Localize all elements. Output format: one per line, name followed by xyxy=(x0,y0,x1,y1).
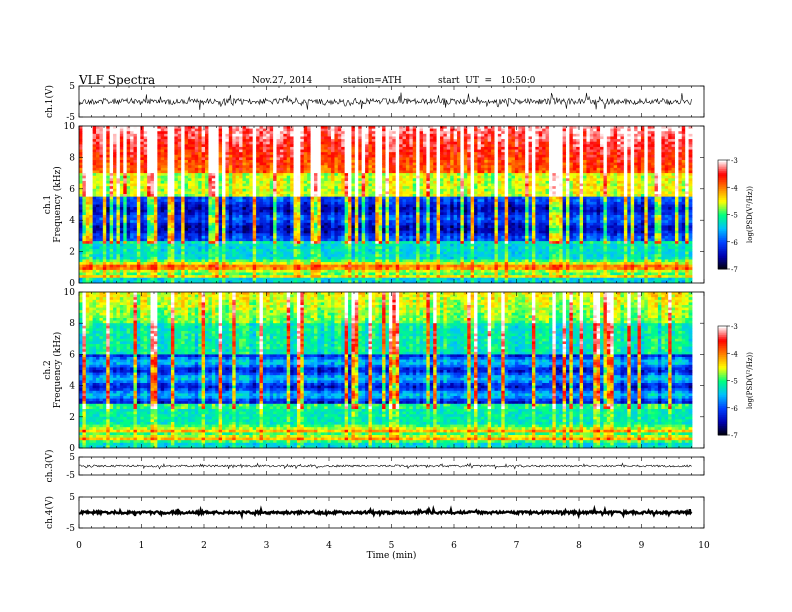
ytick-label-3-3: 6 xyxy=(69,350,75,360)
ytick-label-4-1: -5 xyxy=(66,471,75,481)
xtick-label-7: 7 xyxy=(514,541,520,551)
ytick-label-5-0: 5 xyxy=(69,493,75,503)
colorbar-ch1 xyxy=(718,160,730,270)
colorbar-tick-1-4: -7 xyxy=(731,266,738,274)
ylabel-frequency-2: Frequency (kHz) xyxy=(52,166,63,243)
ylabel-5: ch.4(V) xyxy=(44,496,55,529)
colorbar-label-ch1: log(PSD(V²/Hz)) xyxy=(746,186,754,243)
xtick-label-5: 5 xyxy=(389,541,395,551)
xtick-label-1: 1 xyxy=(139,541,145,551)
xtick-label-8: 8 xyxy=(576,541,582,551)
ytick-label-3-1: 2 xyxy=(69,413,75,423)
ch4-waveform-line xyxy=(79,509,692,516)
colorbar-tick-1-1: -4 xyxy=(731,184,738,192)
ytick-label-4-0: 5 xyxy=(69,453,75,463)
xtick-label-9: 9 xyxy=(639,541,645,551)
colorbar-tick-2-1: -4 xyxy=(731,350,738,358)
colorbar-tick-1-2: -5 xyxy=(731,212,738,220)
xtick-label-10: 10 xyxy=(698,541,710,551)
ytick-label-1-0: 5 xyxy=(69,82,75,92)
ytick-label-2-2: 4 xyxy=(69,216,75,226)
ytick-label-2-5: 10 xyxy=(64,122,76,132)
ylabel-channel-3: ch.2 xyxy=(43,360,53,379)
xtick-label-4: 4 xyxy=(326,541,332,551)
ylabel-4: ch.3(V) xyxy=(44,450,55,483)
colorbar-tick-2-4: -7 xyxy=(731,432,738,440)
colorbar-ch2 xyxy=(718,326,730,436)
colorbar-tick-1-0: -3 xyxy=(731,157,738,165)
ytick-label-3-5: 10 xyxy=(64,288,76,298)
ytick-label-2-1: 2 xyxy=(69,248,75,258)
ylabel-1: ch.1(V) xyxy=(44,85,55,118)
ylabel-channel-2: ch.1 xyxy=(43,195,53,214)
xtick-label-6: 6 xyxy=(451,541,457,551)
xtick-label-3: 3 xyxy=(264,541,270,551)
colorbar-tick-2-2: -5 xyxy=(731,378,738,386)
colorbar-tick-1-3: -6 xyxy=(731,239,738,247)
colorbar-label-ch2: log(PSD(V²/Hz)) xyxy=(746,352,754,409)
vlf-spectra-figure: 5-5ch.1(V)0246810ch.1 Frequency (kHz)0246… xyxy=(0,0,792,612)
ytick-label-5-1: -5 xyxy=(66,524,75,534)
ch1-waveform-line xyxy=(79,93,692,110)
colorbar-tick-2-3: -6 xyxy=(731,405,738,413)
xaxis-label: Time (min) xyxy=(367,550,417,561)
colorbar-tick-2-0: -3 xyxy=(731,323,738,331)
ch3-waveform-line xyxy=(79,463,692,469)
ch1-spectrogram-image xyxy=(79,126,692,283)
xtick-label-0: 0 xyxy=(76,541,82,551)
ch2-spectrogram-image xyxy=(79,292,692,448)
ytick-label-3-2: 4 xyxy=(69,382,75,392)
ylabel-frequency-3: Frequency (kHz) xyxy=(52,332,63,409)
xtick-label-2: 2 xyxy=(201,541,207,551)
ytick-label-3-4: 8 xyxy=(69,319,75,329)
ytick-label-2-3: 6 xyxy=(69,185,75,195)
ytick-label-2-4: 8 xyxy=(69,153,75,163)
